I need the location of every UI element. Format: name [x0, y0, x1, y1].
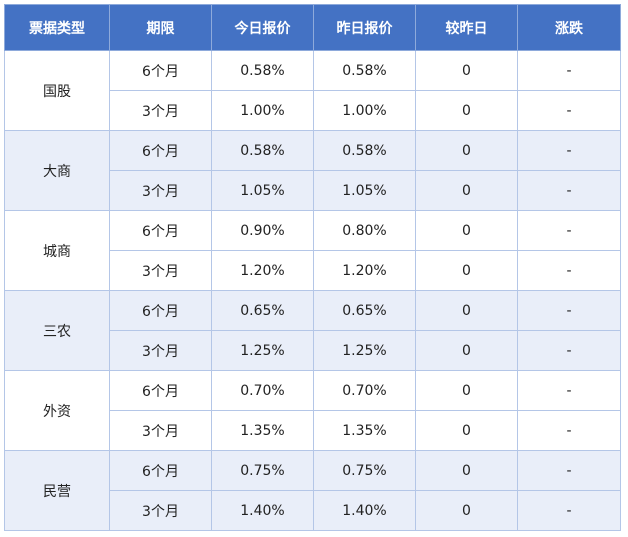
data-cell: 1.25% [211, 330, 314, 371]
data-cell: 0.80% [313, 210, 416, 251]
type-cell: 民营 [4, 450, 110, 531]
data-cell: 0.90% [211, 210, 314, 251]
data-cell: 0 [415, 450, 518, 491]
data-cell: 0.65% [211, 290, 314, 331]
data-cell: 0 [415, 130, 518, 171]
data-cell: 1.20% [313, 250, 416, 291]
data-cell: 0 [415, 90, 518, 131]
type-cell: 国股 [4, 50, 110, 131]
data-cell: 3个月 [109, 170, 212, 211]
data-cell: 3个月 [109, 250, 212, 291]
data-cell: 1.05% [211, 170, 314, 211]
type-cell: 城商 [4, 210, 110, 291]
data-cell: - [517, 250, 621, 291]
data-cell: - [517, 90, 621, 131]
header-cell: 期限 [109, 4, 212, 51]
data-cell: 1.35% [313, 410, 416, 451]
data-cell: 0.70% [211, 370, 314, 411]
data-cell: 0.58% [211, 130, 314, 171]
header-row: 票据类型 期限 今日报价 昨日报价 较昨日 涨跌 [4, 4, 621, 51]
data-cell: 0.58% [313, 130, 416, 171]
data-cell: - [517, 50, 621, 91]
header-cell: 较昨日 [415, 4, 518, 51]
data-cell: 6个月 [109, 290, 212, 331]
data-cell: 0.58% [313, 50, 416, 91]
data-cell: 0.75% [313, 450, 416, 491]
data-cell: - [517, 330, 621, 371]
data-cell: 0 [415, 370, 518, 411]
data-cell: 0.75% [211, 450, 314, 491]
table-row: 3个月 1.05% 1.05% 0- [5, 170, 621, 211]
data-cell: 1.40% [313, 490, 416, 531]
data-cell: - [517, 450, 621, 491]
data-cell: 1.20% [211, 250, 314, 291]
data-cell: 3个月 [109, 90, 212, 131]
table-row: 外资 6个月 0.70% 0.70% 0- [4, 370, 621, 451]
data-cell: 6个月 [109, 450, 212, 491]
table-body: 国股 6个月 0.58% 0.58% 0-3个月 1.00% 1.00% 0- 大商 6个月 0.5… [4, 50, 621, 531]
table-row: 3个月 1.40% 1.40% 0- [5, 490, 621, 531]
table-row: 大商 6个月 0.58% 0.58% 0- [4, 130, 621, 211]
data-cell: 0 [415, 210, 518, 251]
data-cell: 1.35% [211, 410, 314, 451]
data-cell: - [517, 130, 621, 171]
data-cell: 0 [415, 490, 518, 531]
data-cell: - [517, 370, 621, 411]
header-cell: 票据类型 [4, 4, 110, 51]
table-row: 3个月 1.25% 1.25% 0- [5, 330, 621, 371]
data-cell: 6个月 [109, 50, 212, 91]
data-cell: 0 [415, 410, 518, 451]
type-cell: 外资 [4, 370, 110, 451]
quote-table: 票据类型 期限 今日报价 昨日报价 较昨日 涨跌 国股 6个月 0.58% 0.58% 0-3个月… [4, 4, 621, 531]
data-cell: 0.70% [313, 370, 416, 411]
data-cell: 0 [415, 170, 518, 211]
data-cell: 1.00% [313, 90, 416, 131]
data-cell: - [517, 210, 621, 251]
data-cell: - [517, 170, 621, 211]
table-row: 3个月 1.00% 1.00% 0- [5, 90, 621, 131]
table-row: 国股 6个月 0.58% 0.58% 0- [4, 50, 621, 131]
table-row: 三农 6个月 0.65% 0.65% 0- [4, 290, 621, 371]
type-cell: 大商 [4, 130, 110, 211]
data-cell: - [517, 490, 621, 531]
data-cell: 6个月 [109, 370, 212, 411]
table-row: 3个月 1.35% 1.35% 0- [5, 410, 621, 451]
header-cell: 今日报价 [211, 4, 314, 51]
data-cell: 3个月 [109, 490, 212, 531]
header-cell: 涨跌 [517, 4, 621, 51]
table-row: 3个月 1.20% 1.20% 0- [5, 250, 621, 291]
table-row: 城商 6个月 0.90% 0.80% 0- [4, 210, 621, 291]
header-cell: 昨日报价 [313, 4, 416, 51]
data-cell: 3个月 [109, 330, 212, 371]
data-cell: 1.00% [211, 90, 314, 131]
data-cell: 0 [415, 290, 518, 331]
data-cell: - [517, 410, 621, 451]
data-cell: 6个月 [109, 130, 212, 171]
data-cell: 0 [415, 250, 518, 291]
data-cell: 3个月 [109, 410, 212, 451]
data-cell: 0.58% [211, 50, 314, 91]
data-cell: 0 [415, 50, 518, 91]
data-cell: 0 [415, 330, 518, 371]
data-cell: 6个月 [109, 210, 212, 251]
table-container: 票据类型 期限 今日报价 昨日报价 较昨日 涨跌 国股 6个月 0.58% 0.58% 0-3个月… [4, 4, 621, 531]
data-cell: 0.65% [313, 290, 416, 331]
table-row: 民营 6个月 0.75% 0.75% 0- [4, 450, 621, 531]
data-cell: 1.05% [313, 170, 416, 211]
type-cell: 三农 [4, 290, 110, 371]
data-cell: - [517, 290, 621, 331]
data-cell: 1.25% [313, 330, 416, 371]
data-cell: 1.40% [211, 490, 314, 531]
